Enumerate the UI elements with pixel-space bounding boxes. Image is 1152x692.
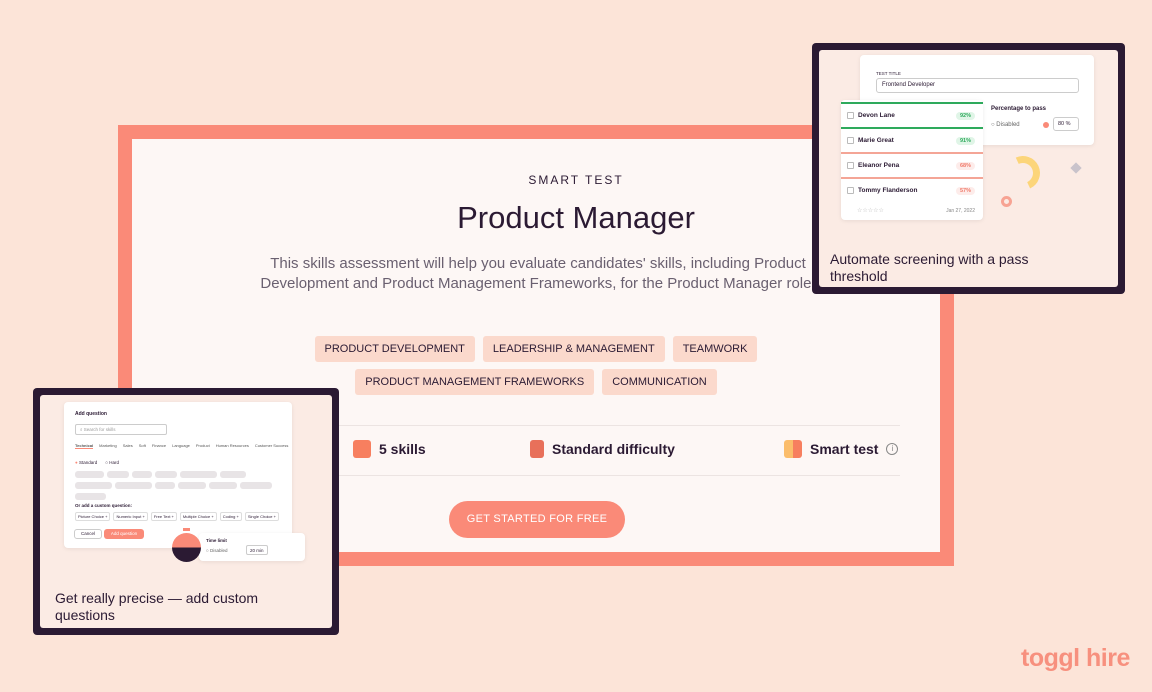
custom-type-chip[interactable]: Numeric Input + — [113, 512, 148, 521]
radio-standard[interactable]: ● Standard — [75, 460, 98, 465]
enabled-radio[interactable] — [1043, 122, 1049, 128]
dialog-title: Add question — [75, 411, 107, 417]
card-caption: Automate screening with a pass threshold — [830, 251, 1029, 284]
decorative-ring — [1001, 196, 1012, 207]
difficulty-radios: ● Standard ○ Hard — [75, 460, 119, 465]
tab-finance[interactable]: Finance — [151, 443, 167, 448]
card-caption: Get really precise — add custom question… — [55, 590, 259, 623]
custom-label: Or add a custom question: — [75, 503, 133, 508]
page-title: Product Manager — [457, 200, 695, 235]
time-input[interactable]: 20 min — [246, 545, 268, 555]
custom-type-chip[interactable]: Picture Choice + — [75, 512, 111, 521]
custom-type-chip[interactable]: Multiple Choice + — [179, 512, 217, 521]
feature-card-custom-questions: Add question ⌕ Search for skills Technic… — [33, 388, 339, 635]
category-tabs: Technical Marketing Sales Soft Finance Langua… — [75, 443, 288, 449]
tab-soft[interactable]: Soft — [138, 443, 146, 448]
field-label: TEST TITLE — [876, 71, 901, 76]
feature-card-pass-threshold: TEST TITLE Frontend Developer Percentage… — [812, 43, 1125, 294]
description: This skills assessment will help you eva… — [260, 255, 816, 292]
tab-hr[interactable]: Human Resources — [215, 443, 249, 448]
time-disabled-radio[interactable]: ○ Disabled — [206, 548, 228, 553]
tab-language[interactable]: Language — [172, 443, 190, 448]
hand-icon — [530, 440, 544, 458]
radio-hard[interactable]: ○ Hard — [105, 460, 119, 465]
add-question-button[interactable]: Add question — [104, 529, 144, 539]
skill-tags: PRODUCT DEVELOPMENT LEADERSHIP & MANAGEM… — [200, 336, 872, 395]
candidate-row[interactable]: Tommy Flanderson 57% — [841, 177, 983, 202]
tag: PRODUCT MANAGEMENT FRAMEWORKS — [355, 369, 595, 395]
stat-type: Smart test i — [784, 440, 899, 458]
candidate-row[interactable]: Marie Great 91% — [841, 127, 983, 152]
skills-icon — [353, 440, 371, 458]
custom-type-chip[interactable]: Coding + — [219, 512, 242, 521]
test-title-input[interactable]: Frontend Developer — [876, 78, 1079, 93]
tab-customer-success[interactable]: Customer Success — [254, 443, 289, 448]
search-input[interactable]: ⌕ Search for skills — [75, 424, 167, 435]
tag: COMMUNICATION — [602, 369, 717, 395]
pass-percent-input[interactable]: 80 % — [1053, 117, 1079, 131]
skill-placeholders — [75, 471, 285, 500]
tag: PRODUCT DEVELOPMENT — [314, 336, 475, 362]
stat-label: Standard difficulty — [552, 441, 675, 457]
time-limit-panel: Time limit ○ Disabled 20 min — [199, 533, 305, 561]
tab-product[interactable]: Product — [195, 443, 210, 448]
date: Jan 27, 2022 — [946, 208, 975, 214]
toggl-hire-logo: toggl hire — [1021, 644, 1130, 672]
get-started-button[interactable]: GET STARTED FOR FREE — [449, 501, 625, 538]
puzzle-icon — [784, 440, 802, 458]
tab-marketing[interactable]: Marketing — [99, 443, 117, 448]
candidate-row[interactable]: Eleanor Pena 68% — [841, 152, 983, 177]
cancel-button[interactable]: Cancel — [74, 529, 102, 539]
stat-label: Smart test — [810, 441, 879, 457]
stopwatch-button — [183, 528, 190, 531]
time-label: Time limit — [206, 538, 227, 543]
custom-types: Picture Choice + Numeric Input + Free Text… — [75, 512, 279, 521]
custom-type-chip[interactable]: Free Text + — [150, 512, 177, 521]
tag: LEADERSHIP & MANAGEMENT — [482, 336, 665, 362]
info-icon[interactable]: i — [886, 443, 899, 455]
divider — [300, 425, 900, 426]
pass-label: Percentage to pass — [991, 106, 1047, 112]
stat-difficulty: Standard difficulty — [530, 440, 675, 458]
eyebrow: SMART TEST — [528, 173, 624, 187]
rating-stars: ☆☆☆☆☆ — [857, 208, 884, 214]
candidate-row[interactable]: Devon Lane 92% — [841, 102, 983, 127]
divider — [300, 475, 900, 476]
stat-skills: 5 skills — [353, 440, 426, 458]
candidate-list: Devon Lane 92% Marie Great 91% Eleanor Pen… — [841, 100, 983, 220]
tag: TEAMWORK — [672, 336, 758, 362]
add-question-dialog: Add question ⌕ Search for skills Technic… — [64, 402, 292, 548]
tab-technical[interactable]: Technical — [75, 443, 94, 449]
disabled-radio[interactable]: ○ Disabled — [991, 122, 1020, 128]
custom-type-chip[interactable]: Single Choice + — [244, 512, 279, 521]
tab-sales[interactable]: Sales — [122, 443, 133, 448]
stat-label: 5 skills — [379, 441, 426, 457]
stopwatch-icon — [172, 533, 201, 562]
